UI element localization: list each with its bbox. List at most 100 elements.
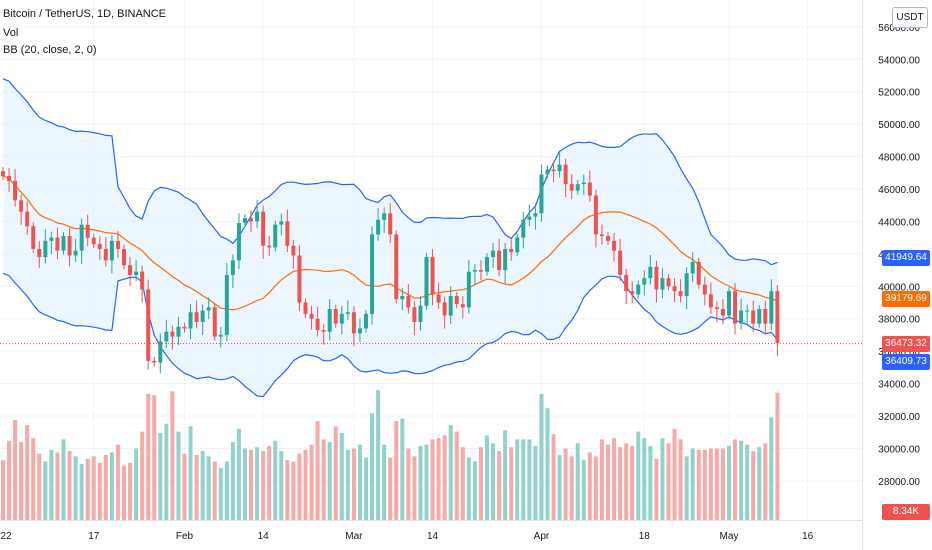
candle xyxy=(751,300,756,333)
symbol-title[interactable]: Bitcoin / TetherUS, 1D, BINANCE xyxy=(3,8,167,20)
candle xyxy=(303,298,308,318)
volume-bar xyxy=(7,440,12,520)
volume-bar xyxy=(587,452,592,520)
volume-bar xyxy=(122,465,126,520)
candlesticks xyxy=(1,152,780,374)
volume-bar xyxy=(466,457,471,520)
candle xyxy=(478,260,483,281)
candle xyxy=(339,305,344,335)
bollinger-indicator-label[interactable]: BB (20, close, 2, 0) xyxy=(3,44,97,56)
candle xyxy=(720,299,725,325)
bb-basis-price-tag: 39179.69 xyxy=(882,291,930,307)
volume-bar xyxy=(61,439,66,520)
candle xyxy=(708,282,713,314)
bollinger-upper-line xyxy=(2,78,778,266)
candle xyxy=(140,265,145,303)
candle xyxy=(672,278,677,303)
candle xyxy=(684,267,689,310)
candle xyxy=(103,237,108,267)
candle xyxy=(97,236,102,260)
candle xyxy=(757,304,762,328)
volume-bar xyxy=(563,448,568,520)
candle xyxy=(442,296,447,329)
volume-indicator-label[interactable]: Vol xyxy=(3,27,19,39)
currency-button[interactable]: USDT xyxy=(892,7,928,28)
volume-bar xyxy=(720,448,725,520)
volume-bar xyxy=(67,451,72,520)
candle xyxy=(200,304,205,336)
candle xyxy=(188,304,193,340)
candle xyxy=(19,194,24,225)
candle xyxy=(376,207,381,241)
volume-bar xyxy=(200,451,205,520)
volume-bar xyxy=(436,438,441,520)
volume-bar xyxy=(642,438,647,520)
volume-bar xyxy=(146,393,151,520)
candle xyxy=(521,211,526,249)
candle xyxy=(115,230,120,258)
time-axis-ticks: 22 17 Feb 14 Mar 14 Apr 18 May 16 xyxy=(0,531,813,542)
volume-bar xyxy=(79,464,84,520)
candle xyxy=(624,268,629,305)
bollinger-lower-line xyxy=(2,272,778,398)
candle xyxy=(236,213,241,269)
volume-bar xyxy=(739,440,744,520)
volume-bar xyxy=(315,421,320,520)
candle xyxy=(194,300,199,329)
candle xyxy=(333,304,338,328)
volume-bar xyxy=(751,451,756,520)
volume-bar xyxy=(176,431,181,520)
volume-bar xyxy=(648,445,653,520)
candle xyxy=(394,230,399,304)
candle xyxy=(509,239,514,261)
candle xyxy=(7,168,12,192)
candle xyxy=(696,257,701,289)
candle xyxy=(351,306,356,347)
volume-bar xyxy=(333,426,338,520)
candle xyxy=(460,296,465,319)
candle xyxy=(654,260,659,303)
volume-bar xyxy=(696,449,701,520)
volume-bar xyxy=(460,447,465,520)
volume-bar xyxy=(37,453,42,520)
volume-bar xyxy=(152,395,157,520)
volume-bar xyxy=(763,443,768,520)
volume-bar xyxy=(134,448,139,520)
volume-bar xyxy=(55,452,60,520)
candle xyxy=(678,279,683,303)
volume-bar xyxy=(412,456,417,520)
candle xyxy=(37,241,42,268)
volume-bar xyxy=(599,439,604,520)
volume-bar xyxy=(660,438,665,520)
volume-bar xyxy=(351,448,356,520)
candle xyxy=(430,249,435,306)
volume-bar xyxy=(575,443,580,520)
candle xyxy=(243,214,247,228)
candle xyxy=(714,301,719,323)
candle xyxy=(73,238,78,262)
candle xyxy=(551,161,556,183)
volume-bar xyxy=(545,408,550,520)
bollinger-basis-line xyxy=(2,175,778,311)
candle xyxy=(230,254,235,289)
candle xyxy=(224,263,229,342)
volume-bar xyxy=(666,443,671,520)
volume-bar xyxy=(400,418,405,520)
candle xyxy=(400,288,405,311)
price-tick-label: 40000.00 xyxy=(878,282,920,293)
candle xyxy=(128,257,133,286)
candle xyxy=(13,169,18,207)
candle xyxy=(503,242,508,284)
price-tick-label: 36000.00 xyxy=(878,347,920,358)
time-tick-label: 14 xyxy=(427,531,439,542)
volume-bar xyxy=(218,468,223,520)
last-price-tag: 36473.32 xyxy=(882,336,930,352)
time-tick-label: May xyxy=(720,531,739,542)
candle xyxy=(43,229,48,264)
volume-bar xyxy=(370,413,375,520)
volume-bar xyxy=(249,449,254,520)
volume-bar xyxy=(702,449,707,520)
candle xyxy=(485,253,489,276)
candle xyxy=(109,234,114,274)
